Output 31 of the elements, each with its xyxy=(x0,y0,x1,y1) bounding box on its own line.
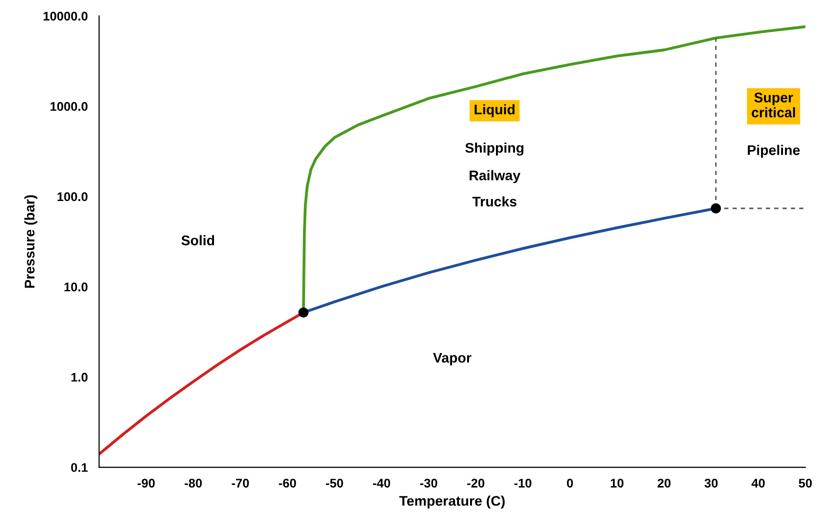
x-tick-label: -70 xyxy=(232,478,249,488)
annotation: Pipeline xyxy=(748,144,800,158)
x-tick-label: -10 xyxy=(514,478,532,488)
y-tick-label: 100.0 xyxy=(58,192,88,202)
x-tick-label: 40 xyxy=(752,478,765,488)
y-axis-title: Pressure (bar) xyxy=(24,195,38,288)
annotation: Liquid xyxy=(474,104,515,118)
x-tick-label: 10 xyxy=(610,478,624,488)
x-tick-label: -40 xyxy=(373,478,390,488)
y-tick-label: 0.1 xyxy=(71,463,88,472)
x-tick-label: 20 xyxy=(658,478,671,488)
annotation: Super critical xyxy=(752,92,795,118)
y-tick-label: 10000.0 xyxy=(44,12,88,21)
annotation: Shipping xyxy=(465,142,524,156)
x-tick-label: -20 xyxy=(467,478,484,488)
x-tick-label: 30 xyxy=(704,478,718,488)
y-tick-label: 10.0 xyxy=(64,282,88,292)
x-tick-label: 0 xyxy=(566,478,573,488)
x-tick-label: -90 xyxy=(138,478,155,488)
x-tick-label: -80 xyxy=(184,478,202,488)
annotation: Solid xyxy=(181,235,214,246)
x-tick-label: -50 xyxy=(326,478,344,488)
x-tick-label: -30 xyxy=(420,478,438,488)
annotation: Trucks xyxy=(472,196,516,207)
y-tick-label: 1000.0 xyxy=(50,102,88,111)
x-tick-label: -60 xyxy=(278,478,296,488)
x-axis-title: Temperature (C) xyxy=(399,496,505,509)
annotation: Railway xyxy=(470,170,520,184)
y-tick-label: 1.0 xyxy=(71,372,88,382)
x-tick-label: 50 xyxy=(798,478,812,488)
annotation: Vapor xyxy=(433,352,472,366)
